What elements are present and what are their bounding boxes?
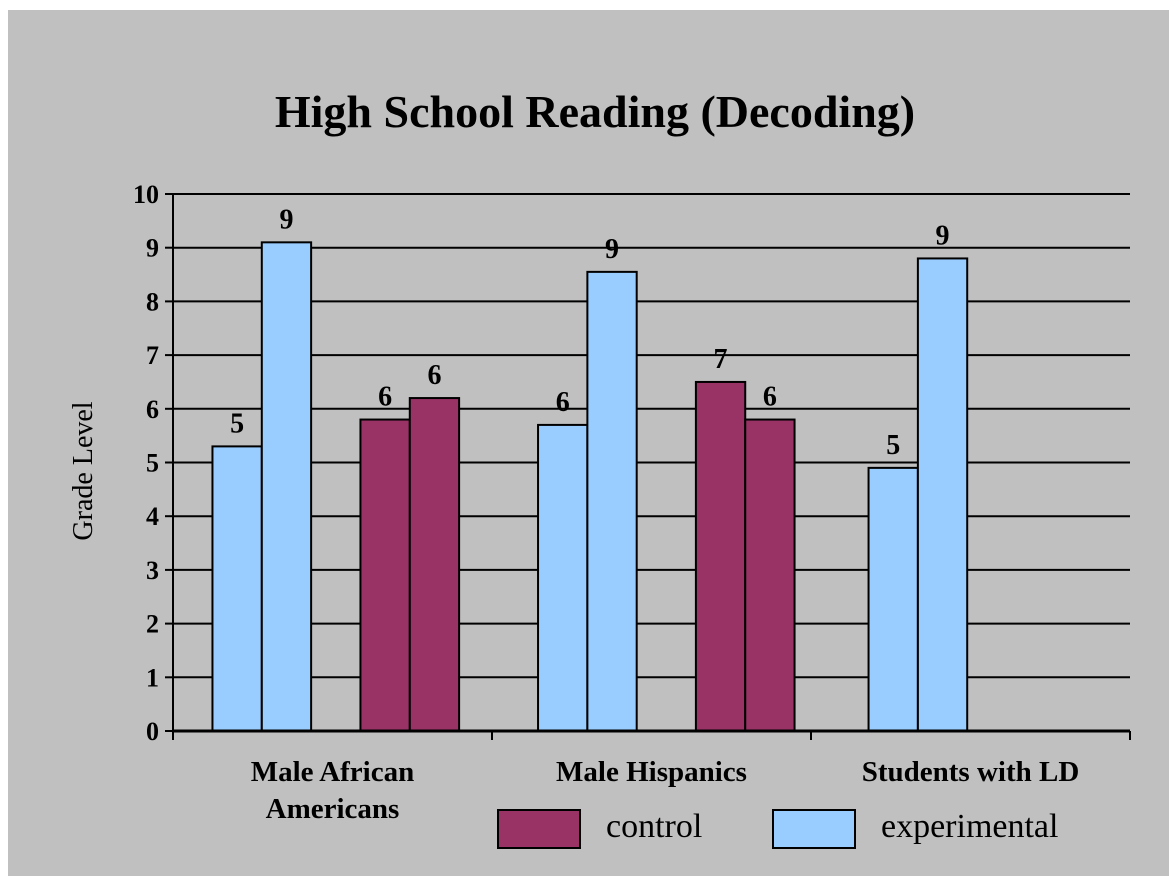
y-tick-label: 4 [146,502,159,531]
x-category-label-line2: Americans [266,793,400,825]
y-tick-label: 7 [146,341,159,370]
y-tick-label: 3 [146,556,159,585]
category-labels: Male African Americans Male Hispanics Stude… [251,756,1080,825]
bar-experimental [916,257,969,732]
bar-control [359,418,411,732]
y-axis-label: Grade Level [68,401,99,540]
x-category-label: Students with LD [862,756,1080,788]
x-category-label: Male Hispanics [556,756,747,788]
legend-label-control: control [606,808,702,845]
legend-swatch-control [497,809,581,849]
data-label: 6 [556,387,570,418]
data-label: 6 [763,382,777,413]
data-label: 9 [936,220,950,251]
data-label: 5 [886,430,900,461]
y-tick-label: 10 [133,180,159,209]
y-tick-label: 8 [146,287,159,316]
data-label: 6 [427,360,441,391]
data-label: 9 [605,234,619,265]
bar-chart: High School Reading (Decoding) Grade Lev… [68,86,1131,849]
legend: control experimental [497,808,1058,849]
data-labels: 5 9 6 6 6 9 7 6 5 9 [230,204,949,461]
bar-control [408,397,461,732]
bar-experimental [586,270,638,732]
y-tick-labels: 0 1 2 3 4 5 6 7 8 9 10 [133,180,159,746]
data-label: 7 [714,344,728,375]
data-label: 5 [230,408,244,439]
bars [211,241,969,733]
bar-experimental [537,423,589,732]
x-category-label: Male African [251,756,414,788]
y-tick-label: 6 [146,395,159,424]
y-tick-label: 2 [146,610,159,639]
data-label: 6 [378,382,392,413]
axes [165,193,1131,740]
legend-swatch-experimental [772,809,856,849]
bar-experimental [211,445,263,732]
bar-experimental [260,241,313,733]
y-tick-label: 1 [146,663,159,692]
chart-background: High School Reading (Decoding) Grade Lev… [8,10,1169,876]
chart-title: High School Reading (Decoding) [275,86,915,137]
y-tick-label: 0 [146,717,159,746]
legend-label-experimental: experimental [881,808,1058,845]
y-tick-label: 5 [146,449,159,478]
y-tick-label: 9 [146,234,159,263]
data-label: 9 [279,204,293,235]
bar-control [744,418,796,732]
bar-experimental [867,466,919,732]
gridlines [173,193,1130,679]
bar-control [694,380,747,732]
